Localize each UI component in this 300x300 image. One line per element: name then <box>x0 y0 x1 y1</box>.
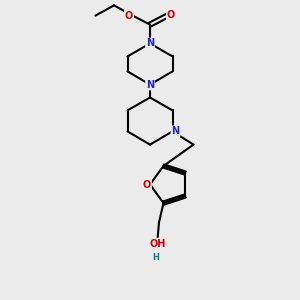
Text: N: N <box>171 126 180 136</box>
Text: O: O <box>143 179 151 190</box>
Text: N: N <box>146 80 154 90</box>
Text: O: O <box>125 11 133 21</box>
Text: O: O <box>167 10 175 20</box>
Text: N: N <box>146 38 154 49</box>
Text: H: H <box>152 253 159 262</box>
Text: OH: OH <box>149 238 166 248</box>
